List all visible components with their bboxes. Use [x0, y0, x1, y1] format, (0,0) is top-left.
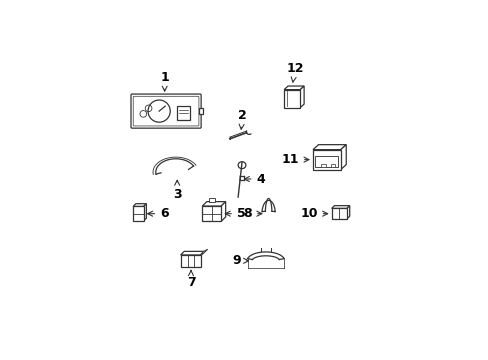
Polygon shape: [200, 249, 207, 255]
Text: 3: 3: [172, 180, 181, 201]
Polygon shape: [133, 204, 146, 207]
Text: 9: 9: [232, 254, 248, 267]
Text: 7: 7: [186, 270, 195, 289]
Bar: [198, 108, 202, 114]
Bar: [330, 163, 335, 167]
Bar: [202, 206, 221, 221]
Bar: [331, 208, 346, 219]
Bar: [208, 198, 215, 202]
Polygon shape: [331, 206, 349, 208]
Bar: [321, 163, 325, 167]
Polygon shape: [346, 206, 349, 219]
Polygon shape: [143, 204, 146, 221]
Bar: [133, 207, 143, 221]
Polygon shape: [312, 145, 346, 150]
Text: 11: 11: [281, 153, 308, 166]
Text: 4: 4: [244, 172, 264, 185]
Text: 8: 8: [243, 207, 261, 220]
Polygon shape: [340, 145, 346, 170]
Bar: [180, 255, 201, 267]
FancyBboxPatch shape: [131, 94, 201, 128]
Text: 5: 5: [225, 207, 245, 220]
Bar: [284, 90, 300, 108]
Polygon shape: [284, 86, 304, 90]
Polygon shape: [202, 202, 225, 206]
Polygon shape: [300, 86, 304, 108]
Text: 10: 10: [300, 207, 327, 220]
Bar: [312, 150, 340, 170]
Text: 6: 6: [147, 207, 168, 220]
Polygon shape: [221, 202, 225, 221]
Text: 12: 12: [285, 62, 303, 82]
Bar: [177, 105, 190, 120]
Text: 1: 1: [160, 71, 169, 91]
Text: 2: 2: [238, 109, 246, 129]
Polygon shape: [180, 251, 204, 255]
Bar: [315, 156, 338, 167]
